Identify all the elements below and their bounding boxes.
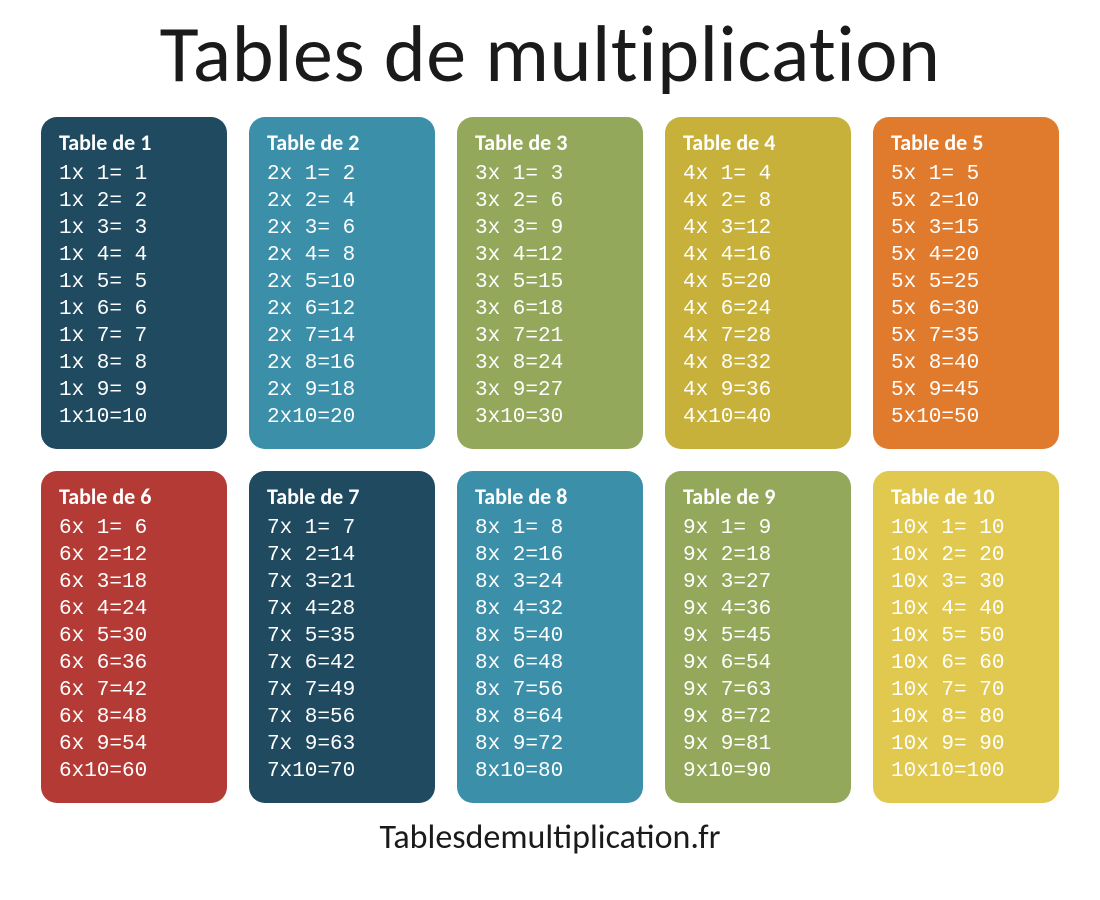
table-card-3: Table de 3 3x 1= 3 3x 2= 6 3x 3= 9 3x 4=1…: [457, 117, 643, 449]
table-rows: 5x 1= 5 5x 2=10 5x 3=15 5x 4=20 5x 5=25 …: [891, 161, 1049, 431]
table-card-title: Table de 1: [59, 131, 217, 155]
table-card-6: Table de 6 6x 1= 6 6x 2=12 6x 3=18 6x 4=2…: [41, 471, 227, 803]
table-card-title: Table de 9: [683, 485, 841, 509]
table-rows: 7x 1= 7 7x 2=14 7x 3=21 7x 4=28 7x 5=35 …: [267, 515, 425, 785]
table-card-title: Table de 10: [891, 485, 1049, 509]
page: Tables de multiplication Table de 1 1x 1=…: [0, 0, 1100, 900]
table-rows: 4x 1= 4 4x 2= 8 4x 3=12 4x 4=16 4x 5=20 …: [683, 161, 841, 431]
table-card-8: Table de 8 8x 1= 8 8x 2=16 8x 3=24 8x 4=3…: [457, 471, 643, 803]
table-rows: 8x 1= 8 8x 2=16 8x 3=24 8x 4=32 8x 5=40 …: [475, 515, 633, 785]
footer-text: Tablesdemultiplication.fr: [379, 817, 720, 858]
page-title: Tables de multiplication: [160, 6, 941, 103]
table-rows: 9x 1= 9 9x 2=18 9x 3=27 9x 4=36 9x 5=45 …: [683, 515, 841, 785]
tables-grid: Table de 1 1x 1= 1 1x 2= 2 1x 3= 3 1x 4= …: [41, 117, 1059, 803]
table-rows: 2x 1= 2 2x 2= 4 2x 3= 6 2x 4= 8 2x 5=10 …: [267, 161, 425, 431]
table-card-1: Table de 1 1x 1= 1 1x 2= 2 1x 3= 3 1x 4= …: [41, 117, 227, 449]
table-card-title: Table de 5: [891, 131, 1049, 155]
table-card-title: Table de 2: [267, 131, 425, 155]
table-card-5: Table de 5 5x 1= 5 5x 2=10 5x 3=15 5x 4=2…: [873, 117, 1059, 449]
table-card-9: Table de 9 9x 1= 9 9x 2=18 9x 3=27 9x 4=3…: [665, 471, 851, 803]
table-card-10: Table de 10 10x 1= 10 10x 2= 20 10x 3= 30…: [873, 471, 1059, 803]
table-card-title: Table de 3: [475, 131, 633, 155]
table-rows: 3x 1= 3 3x 2= 6 3x 3= 9 3x 4=12 3x 5=15 …: [475, 161, 633, 431]
table-card-7: Table de 7 7x 1= 7 7x 2=14 7x 3=21 7x 4=2…: [249, 471, 435, 803]
table-card-title: Table de 8: [475, 485, 633, 509]
table-card-title: Table de 6: [59, 485, 217, 509]
table-card-2: Table de 2 2x 1= 2 2x 2= 4 2x 3= 6 2x 4= …: [249, 117, 435, 449]
table-card-title: Table de 4: [683, 131, 841, 155]
table-rows: 10x 1= 10 10x 2= 20 10x 3= 30 10x 4= 40 …: [891, 515, 1049, 785]
table-rows: 6x 1= 6 6x 2=12 6x 3=18 6x 4=24 6x 5=30 …: [59, 515, 217, 785]
table-card-4: Table de 4 4x 1= 4 4x 2= 8 4x 3=12 4x 4=1…: [665, 117, 851, 449]
table-card-title: Table de 7: [267, 485, 425, 509]
table-rows: 1x 1= 1 1x 2= 2 1x 3= 3 1x 4= 4 1x 5= 5 …: [59, 161, 217, 431]
